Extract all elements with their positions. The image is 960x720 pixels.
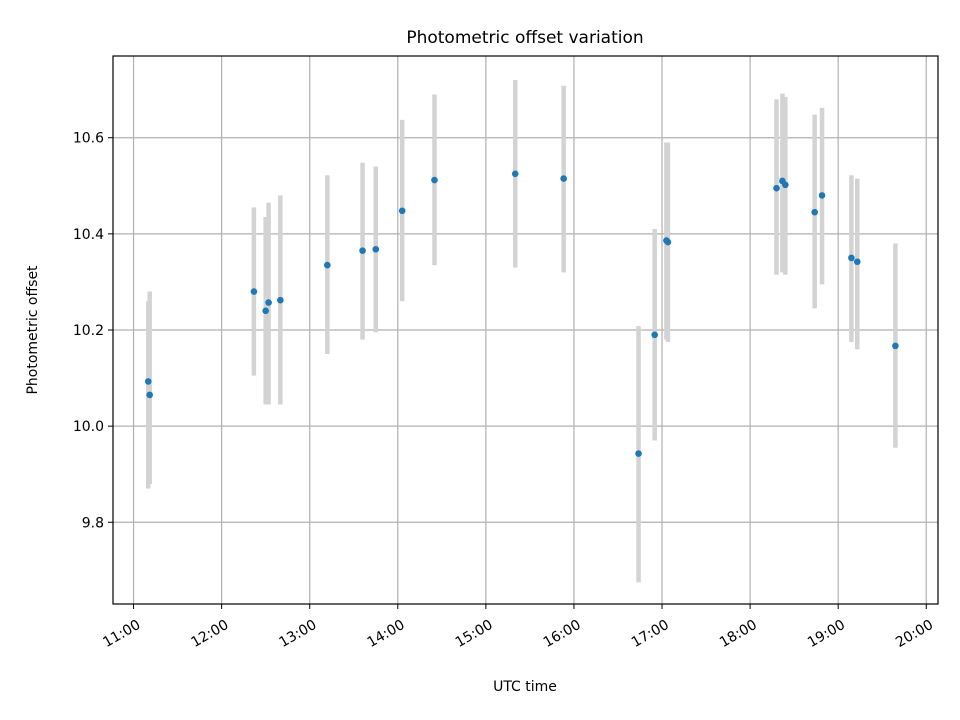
x-tick-label: 16:00 bbox=[541, 617, 584, 651]
grid-lines bbox=[113, 56, 938, 604]
data-point bbox=[892, 342, 899, 350]
data-point bbox=[651, 331, 658, 339]
data-point bbox=[848, 254, 855, 262]
x-tick-label: 18:00 bbox=[717, 617, 760, 651]
data-point bbox=[359, 247, 366, 254]
y-tick-label: 10.6 bbox=[73, 131, 104, 147]
y-axis-ticks: 9.8 10.0 10.2 10.4 10.6 bbox=[73, 131, 113, 531]
x-tick-label: 20:00 bbox=[893, 617, 936, 651]
x-tick-label: 14:00 bbox=[365, 617, 408, 651]
data-point bbox=[511, 170, 519, 178]
y-tick-label: 10.2 bbox=[73, 323, 104, 339]
y-axis-label: Photometric offset bbox=[25, 265, 41, 395]
data-point bbox=[431, 176, 438, 184]
data-point bbox=[635, 450, 642, 457]
x-tick-label: 15:00 bbox=[453, 617, 496, 651]
data-point bbox=[853, 258, 861, 266]
x-tick-label: 11:00 bbox=[100, 617, 143, 651]
data-point bbox=[146, 391, 153, 399]
data-point bbox=[265, 299, 272, 306]
data-point bbox=[811, 208, 818, 216]
x-tick-label: 19:00 bbox=[805, 617, 848, 651]
data-points bbox=[144, 170, 899, 457]
x-tick-label: 13:00 bbox=[277, 617, 320, 651]
x-axis-label: UTC time bbox=[493, 679, 557, 695]
y-tick-label: 9.8 bbox=[82, 515, 104, 531]
data-point bbox=[144, 378, 152, 385]
y-tick-label: 10.4 bbox=[73, 227, 104, 243]
x-axis-ticks: 11:00 12:00 13:00 14:00 15:00 16:00 17:00 18:00… bbox=[100, 604, 936, 651]
data-point bbox=[262, 307, 269, 315]
data-point bbox=[560, 175, 567, 182]
data-point bbox=[782, 181, 789, 189]
error-bars bbox=[145, 80, 898, 583]
data-point bbox=[277, 296, 284, 304]
x-tick-label: 12:00 bbox=[188, 617, 231, 651]
data-point bbox=[324, 261, 331, 269]
data-point bbox=[773, 184, 780, 192]
y-tick-label: 10.0 bbox=[73, 419, 104, 435]
chart-title: Photometric offset variation bbox=[406, 28, 643, 48]
data-point bbox=[664, 238, 672, 246]
x-tick-label: 17:00 bbox=[629, 617, 672, 651]
data-point bbox=[398, 207, 406, 215]
data-point bbox=[818, 192, 826, 199]
data-point bbox=[372, 245, 380, 253]
data-point bbox=[250, 288, 258, 295]
